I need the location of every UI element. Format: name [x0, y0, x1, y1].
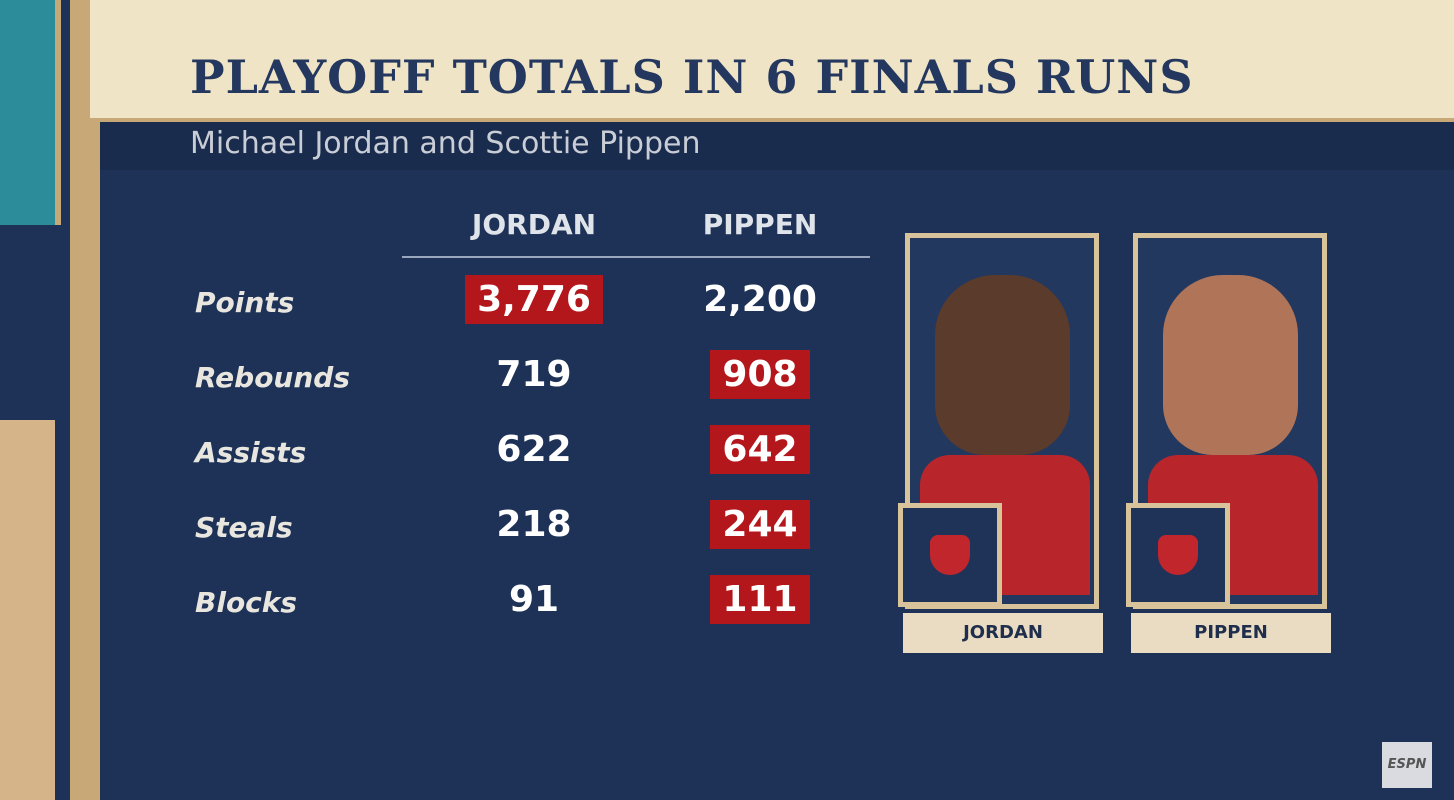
title: PLAYOFF TOTALS IN 6 FINALS RUNS	[190, 50, 1194, 104]
name-plate: PIPPEN	[1131, 613, 1331, 653]
stat-value: 218	[496, 504, 572, 545]
row-label: Blocks	[195, 586, 298, 619]
wood-trim	[70, 0, 100, 800]
stat-cell: 244	[660, 500, 860, 549]
header-band	[90, 0, 1454, 122]
name-plate: JORDAN	[903, 613, 1103, 653]
subtitle: Michael Jordan and Scottie Pippen	[190, 126, 701, 161]
row-label: Rebounds	[195, 361, 351, 394]
column-header: JORDAN	[471, 208, 597, 241]
stat-cell: 2,200	[660, 279, 860, 320]
wall-panel	[0, 420, 55, 800]
stat-cell: 218	[434, 504, 634, 545]
stat-cell: 111	[660, 575, 860, 624]
team-badge	[1126, 503, 1230, 607]
stat-cell: 622	[434, 429, 634, 470]
divider	[402, 256, 870, 258]
wall-panel	[0, 0, 61, 225]
column-header: PIPPEN	[702, 208, 818, 241]
stat-value: 719	[496, 354, 572, 395]
row-label: Steals	[195, 511, 293, 544]
stat-value: 622	[496, 429, 572, 470]
player-silhouette	[935, 275, 1070, 455]
row-label: Points	[195, 286, 295, 319]
stat-value: 244	[710, 500, 810, 549]
bull-logo	[1158, 535, 1198, 575]
player-silhouette	[1163, 275, 1298, 455]
stat-cell: 642	[660, 425, 860, 474]
stat-cell: 3,776	[434, 275, 634, 324]
stat-value: 91	[508, 579, 560, 620]
logo: ESPN	[1382, 742, 1432, 788]
stat-value: 2,200	[703, 279, 817, 320]
bull-logo	[930, 535, 970, 575]
row-label: Assists	[195, 436, 307, 469]
stat-value: 111	[710, 575, 810, 624]
stat-value: 642	[710, 425, 810, 474]
stat-cell: 908	[660, 350, 860, 399]
stat-cell: 91	[434, 579, 634, 620]
stat-value: 908	[710, 350, 810, 399]
subtitle-band	[100, 122, 1454, 170]
stat-value: 3,776	[465, 275, 603, 324]
stat-cell: 719	[434, 354, 634, 395]
